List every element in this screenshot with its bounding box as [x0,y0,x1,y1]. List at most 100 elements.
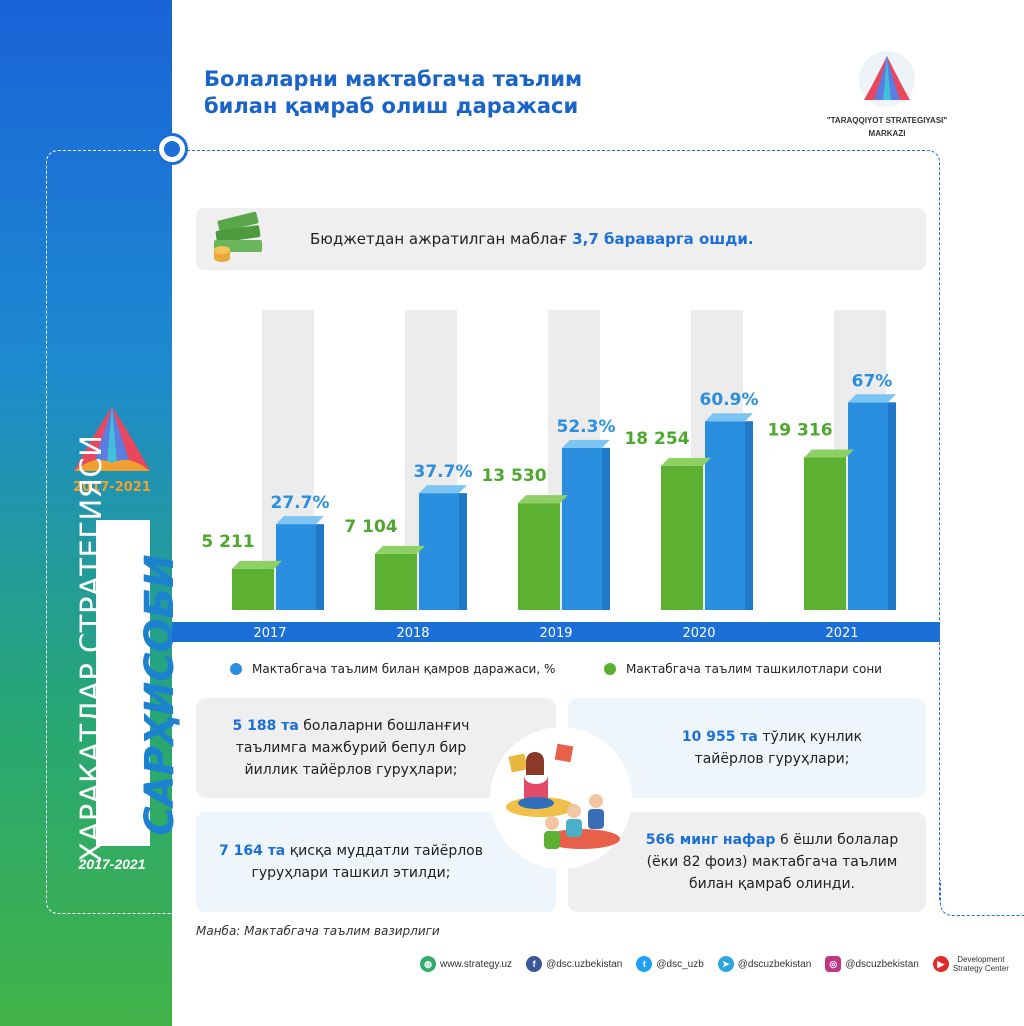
dashed-frame-left [46,150,172,914]
bar-institutions [804,457,846,610]
footer-facebook[interactable]: f @dsc.uzbekistan [526,956,622,972]
sidebar-line1: ҲАРАКАТЛАР СТРАТЕГИЯСИ [74,434,108,862]
source-note: Манба: Мактабгача таълим вазирлиги [196,924,440,938]
bar-institutions-top [375,545,425,554]
footer-telegram-text: @dscuzbekistan [737,958,812,970]
fact-box-4: 566 минг нафар 6 ёшли болалар (ёки 82 фо… [568,812,926,912]
footer-instagram[interactable]: ◎ @dscuzbekistan [825,956,919,972]
bar-coverage-side [745,421,753,610]
fact1-bold: 5 188 та [232,718,299,734]
bar-coverage [276,524,316,610]
footer-links: ◍ www.strategy.uz f @dsc.uzbekistan t @d… [420,955,1009,973]
footer-twitter-text: @dsc_uzb [656,958,704,970]
legend-item-green: Мактабгача таълим ташкилотлари сони [604,662,882,676]
fact2-bold: 10 955 та [681,729,758,745]
bar-institutions-top [661,457,711,466]
bar-coverage-label: 67% [852,371,893,391]
footer-instagram-text: @dscuzbekistan [845,958,919,970]
legend-blue-swatch [230,663,242,675]
budget-banner: Бюджетдан ажратилган маблағ 3,7 бараварг… [196,208,926,270]
bar-institutions-top [518,495,568,504]
bar-coverage-side [459,493,467,610]
bar-chart: 27.7% 5 211 2017 37.7% 7 104 2018 52.3% 13 530 2… [172,310,940,642]
youtube-icon: ▶ [932,956,949,972]
bar-coverage-side [316,524,324,610]
footer-telegram[interactable]: ➤ @dscuzbekistan [717,956,812,972]
bar-coverage-top [276,516,324,525]
sidebar-white-box [96,520,150,846]
bar-coverage-label: 27.7% [271,493,330,513]
teacher-children-icon [506,743,620,849]
twitter-icon: t [636,956,653,972]
fact4-line3: билан қамраб олинди. [688,876,855,892]
fact1-line2: таълимга мажбурий бепул бир [235,740,467,756]
fact2-line2: тайёрлов гуруҳлари; [694,751,850,767]
bar-coverage-top [562,439,610,448]
footer-facebook-text: @dsc.uzbekistan [546,958,623,970]
bar-institutions-label: 7 104 [344,517,397,537]
x-tick-label: 2019 [539,626,572,641]
instagram-icon: ◎ [825,956,842,972]
bar-coverage-side [602,447,610,610]
bar-coverage-label: 52.3% [557,417,616,437]
legend-green-swatch [604,663,616,675]
facebook-icon: f [526,956,543,972]
x-tick-label: 2017 [253,626,286,641]
bar-institutions-label: 5 211 [201,532,254,552]
fact1-line1: болаларни бошланғич [298,718,470,734]
bar-coverage-top [848,394,896,403]
fact3-line1: қисқа муддатли тайёрлов [285,843,483,859]
fact4-bold: 566 минг нафар [645,832,776,848]
x-tick-label: 2020 [682,626,715,641]
page-title: Болаларни мактабгача таълим билан қамраб… [204,66,582,120]
footer-dsc[interactable]: ▶ Development Strategy Center [932,955,1009,973]
fact4-line1: 6 ёшли болалар [775,832,899,848]
footer-web[interactable]: ◍ www.strategy.uz [420,956,512,972]
sidebar-band [0,0,172,1026]
fact3-line2: гуруҳлари ташкил этилди; [251,865,451,881]
sidebar-years-bottom: 2017-2021 [78,856,146,872]
budget-highlight: 3,7 бараварга ошди. [572,230,754,248]
fact4-line2: (ёки 82 фоиз) мактабгача таълим [646,854,898,870]
bar-coverage [848,402,888,610]
bar-coverage [705,421,745,610]
bar-institutions [518,503,560,610]
footer-twitter[interactable]: t @dsc_uzb [636,956,704,972]
strategy-tent-logo-icon [74,407,150,471]
brand-tent-icon [859,51,915,107]
legend-item-blue: Мактабгача таълим билан қамров даражаси,… [230,662,555,676]
brand-line2: MARKAZI [868,129,906,138]
footer-web-text: www.strategy.uz [440,958,513,970]
telegram-icon: ➤ [717,956,734,972]
bar-coverage-label: 60.9% [700,390,759,410]
bar-coverage-side [888,402,896,610]
children-illustration [490,727,632,869]
bar-coverage-label: 37.7% [414,462,473,482]
bar-institutions-top [804,449,854,458]
bar-coverage [562,447,602,610]
budget-text-main: Бюджетдан ажратилган маблағ [310,230,573,248]
dsc-line1: Development [957,955,1005,964]
money-stack-icon [214,211,262,262]
bar-coverage-top [705,413,753,422]
dashed-frame-corner [940,880,1024,916]
fact1-line3: йиллик тайёрлов гуруҳлари; [244,762,458,778]
fact2-line1: тўлиқ кунлик [757,729,863,745]
legend-blue-label: Мактабгача таълим билан қамров даражаси,… [252,662,556,676]
brand-line1: "TARAQQIYOT STRATEGIYASI" [826,116,948,125]
year-axis-band [172,622,940,642]
bar-institutions [661,465,703,610]
bar-coverage-top [419,485,467,494]
bar-institutions [232,568,274,610]
globe-icon: ◍ [420,956,436,972]
bar-institutions-label: 19 316 [767,420,832,440]
sidebar-years-top: 2017-2021 [73,480,151,495]
sidebar-rotated-text: ҲАРАКАТЛАР СТРАТЕГИЯСИ САРҲИСОБИ [34,435,183,872]
fact3-bold: 7 164 та [218,843,286,859]
title-line2: билан қамраб олиш даражаси [204,94,579,118]
bar-institutions-label: 13 530 [481,466,546,486]
x-tick-label: 2021 [825,626,858,641]
bar-coverage [419,493,459,610]
legend-green-label: Мактабгача таълим ташкилотлари сони [626,662,882,676]
title-line1: Болаларни мактабгача таълим [204,67,583,91]
